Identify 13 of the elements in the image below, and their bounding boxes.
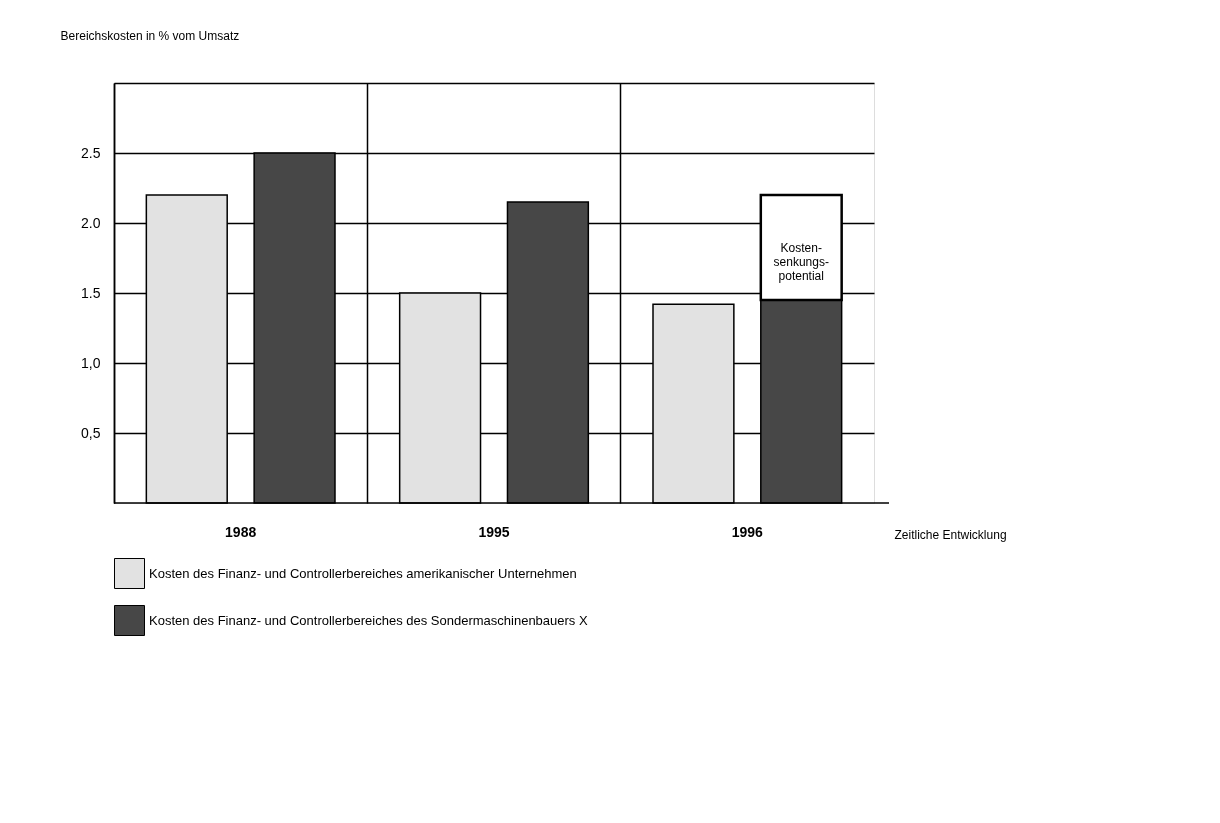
y-tick-label: 0,5 bbox=[81, 424, 101, 441]
legend-label: Kosten des Finanz- und Controllerbereiches des Sondermaschinenbauers X bbox=[149, 612, 588, 628]
y-tick-label: 2.5 bbox=[81, 144, 101, 161]
x-tick-label: 1995 bbox=[478, 523, 510, 540]
y-tick-label: 1.5 bbox=[81, 284, 101, 301]
annotation: Kosten- senkungs- potential bbox=[773, 240, 829, 283]
legend-label: Kosten des Finanz- und Controllerbereiches amerikanischer Unternehmen bbox=[149, 565, 577, 581]
y-axis-title: Bereichskosten in % vom Umsatz bbox=[60, 29, 240, 43]
x-tick-label: 1996 bbox=[731, 523, 764, 540]
y-tick-label: 1,0 bbox=[81, 354, 101, 371]
x-tick-label: 1988 bbox=[225, 523, 257, 540]
y-tick-label: 2.0 bbox=[81, 214, 101, 231]
x-axis-title: Zeitliche Entwicklung bbox=[894, 527, 1007, 542]
